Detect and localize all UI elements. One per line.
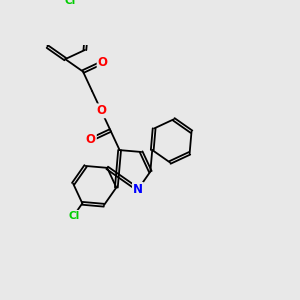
Text: O: O <box>86 133 96 146</box>
Text: O: O <box>96 104 106 117</box>
Text: N: N <box>133 183 143 196</box>
Text: Cl: Cl <box>68 211 79 221</box>
Text: Cl: Cl <box>65 0 76 6</box>
Text: O: O <box>98 56 108 69</box>
